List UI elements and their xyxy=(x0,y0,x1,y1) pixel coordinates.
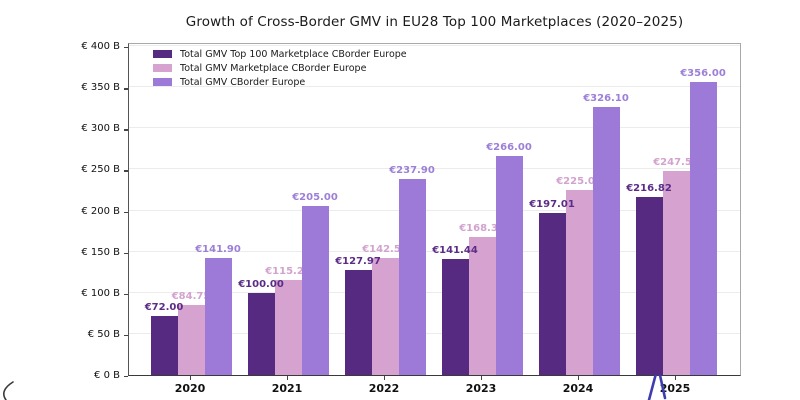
bar-2023-series1 xyxy=(441,258,469,375)
gridline xyxy=(129,86,740,88)
bar-2020-series1 xyxy=(150,315,178,375)
y-tick-label: € 0 B xyxy=(94,370,120,381)
x-tick-label-2023: 2023 xyxy=(465,382,497,395)
bar-2023-series2 xyxy=(468,236,496,375)
legend-item-series3: Total GMV CBorder Europe xyxy=(153,75,407,89)
y-tick-label: € 300 B xyxy=(81,123,120,135)
gridline xyxy=(129,332,740,334)
bar-value-label: €84.75 xyxy=(171,291,211,303)
bar-value-label: €266.00 xyxy=(486,142,532,154)
bar-2020-series2 xyxy=(177,305,205,375)
bar-2021-series3 xyxy=(301,206,329,375)
bar-value-label: €356.00 xyxy=(680,68,726,80)
gridline xyxy=(129,291,740,293)
x-tick-mark xyxy=(190,376,192,380)
y-tick-label: € 150 B xyxy=(81,246,120,258)
bar-value-label: €127.97 xyxy=(335,255,381,267)
y-tick-mark xyxy=(124,211,128,213)
x-tick-mark xyxy=(384,376,386,380)
x-tick-label-2025: 2025 xyxy=(659,382,691,395)
bar-2020-series3 xyxy=(204,258,232,375)
y-tick-label: € 400 B xyxy=(81,41,120,52)
bar-2022-series1 xyxy=(344,269,372,375)
gridline xyxy=(129,250,740,252)
y-tick-label: € 50 B xyxy=(87,328,120,340)
bar-2023-series3 xyxy=(495,156,523,375)
y-tick-label: € 350 B xyxy=(81,82,120,94)
legend: Total GMV Top 100 Marketplace CBorder Eu… xyxy=(153,47,407,89)
bar-value-label: €326.10 xyxy=(583,92,629,104)
bar-value-label: €115.23 xyxy=(265,266,311,278)
y-tick-label: € 250 B xyxy=(81,164,120,176)
gridline xyxy=(129,168,740,170)
y-tick-mark xyxy=(124,129,128,131)
x-tick-label-2021: 2021 xyxy=(271,382,303,395)
y-tick-mark xyxy=(124,293,128,296)
plot-area: €72.00 €84.75 €141.90 €100.00 €115.23 €205.00… xyxy=(128,43,741,376)
bar-value-label: €225.00 xyxy=(556,175,602,187)
y-tick-mark xyxy=(124,252,128,255)
bar-2021-series2 xyxy=(274,280,302,375)
bar-2024-series3 xyxy=(592,106,620,375)
bar-value-label: €168.37 xyxy=(459,222,505,234)
y-tick-mark xyxy=(124,334,128,337)
y-tick-label: € 100 B xyxy=(81,287,120,299)
y-tick-label: € 200 B xyxy=(81,205,120,217)
bar-2024-series1 xyxy=(538,212,566,375)
y-tick-mark xyxy=(124,376,128,378)
legend-swatch-icon xyxy=(153,78,172,86)
legend-swatch-icon xyxy=(153,50,172,58)
legend-label: Total GMV Marketplace CBorder Europe xyxy=(180,62,367,74)
x-tick-label-2024: 2024 xyxy=(562,382,594,395)
legend-item-series2: Total GMV Marketplace CBorder Europe xyxy=(153,61,407,75)
bar-2025-series2 xyxy=(662,171,690,375)
bar-value-label: €141.90 xyxy=(195,244,241,256)
bar-2025-series1 xyxy=(635,196,663,375)
x-tick-mark xyxy=(481,376,483,380)
bar-2025-series3 xyxy=(689,82,717,375)
chart-title: Growth of Cross-Border GMV in EU28 Top 1… xyxy=(185,14,684,30)
legend-label: Total GMV Top 100 Marketplace CBorder Eu… xyxy=(180,48,407,60)
x-tick-mark xyxy=(578,376,580,380)
x-tick-mark xyxy=(675,376,677,380)
bar-value-label: €247.50 xyxy=(653,157,699,169)
bar-value-label: €205.00 xyxy=(292,192,338,204)
bar-2021-series1 xyxy=(247,292,275,375)
bar-value-label: €141.44 xyxy=(432,244,478,256)
bar-2024-series2 xyxy=(565,189,593,375)
bar-value-label: €142.57 xyxy=(362,243,408,255)
legend-label: Total GMV CBorder Europe xyxy=(180,76,306,88)
y-tick-mark xyxy=(124,88,128,90)
y-tick-mark xyxy=(124,170,128,172)
bar-2022-series2 xyxy=(371,257,399,375)
gridline xyxy=(129,209,740,211)
corner-pen-stroke-mark xyxy=(3,381,14,400)
x-tick-mark xyxy=(287,376,289,380)
gridline xyxy=(129,45,740,46)
y-tick-mark xyxy=(124,47,128,49)
bar-2022-series3 xyxy=(398,179,426,375)
gridline xyxy=(129,127,740,129)
x-tick-label-2022: 2022 xyxy=(368,382,400,395)
bar-value-label: €216.82 xyxy=(626,182,672,194)
bar-value-label: €72.00 xyxy=(144,301,184,313)
legend-swatch-icon xyxy=(153,64,172,72)
x-tick-label-2020: 2020 xyxy=(174,382,206,395)
bar-value-label: €197.01 xyxy=(529,198,575,210)
legend-item-series1: Total GMV Top 100 Marketplace CBorder Eu… xyxy=(153,47,407,61)
bar-value-label: €100.00 xyxy=(238,278,284,290)
bar-value-label: €237.90 xyxy=(389,165,435,177)
